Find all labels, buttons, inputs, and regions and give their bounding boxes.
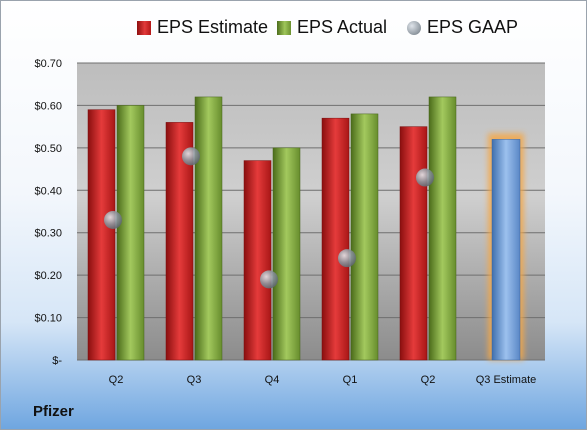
y-tick-label: $0.60 — [34, 100, 62, 112]
bar-eps-actual — [350, 113, 379, 361]
legend-label-eps-actual: EPS Actual — [297, 17, 388, 37]
bar-eps-estimate — [243, 160, 272, 361]
x-tick-label: Q2 — [421, 374, 436, 386]
y-tick-label: $0.50 — [34, 143, 62, 155]
x-tick-label: Q3 — [187, 374, 202, 386]
legend-label-eps-estimate: EPS Estimate — [157, 17, 269, 37]
company-name: Pfizer — [33, 403, 74, 420]
bar-eps-actual — [272, 147, 301, 361]
bar-q3-estimate — [491, 139, 521, 361]
bar-eps-estimate — [399, 126, 428, 361]
point-eps-gaap — [104, 210, 122, 229]
bar-eps-estimate — [321, 117, 350, 361]
bar-eps-actual — [428, 96, 457, 361]
point-eps-gaap — [260, 270, 278, 289]
y-tick-label: $0.30 — [34, 228, 62, 240]
legend-label-eps-gaap: EPS GAAP — [427, 17, 519, 37]
y-tick-label: $- — [52, 355, 62, 367]
legend-swatch-eps-estimate — [137, 20, 151, 35]
legend-swatch-eps-actual — [277, 20, 291, 35]
y-tick-label: $0.70 — [34, 58, 62, 70]
legend-item-eps-estimate: EPS Estimate — [137, 17, 268, 38]
legend-item-eps-gaap: EPS GAAP — [407, 17, 518, 38]
x-tick-label: Q1 — [343, 374, 358, 386]
bar-eps-actual — [194, 96, 223, 361]
y-tick-label: $0.20 — [34, 270, 62, 282]
point-eps-gaap — [182, 147, 200, 166]
x-tick-label: Q3 Estimate — [476, 374, 537, 386]
y-tick-label: $0.10 — [34, 313, 62, 325]
legend: EPS Estimate EPS Actual EPS GAAP — [1, 17, 586, 43]
y-tick-label: $0.40 — [34, 185, 62, 197]
bar-eps-actual — [116, 105, 145, 361]
bar-eps-estimate — [87, 109, 116, 361]
legend-swatch-eps-gaap — [407, 20, 421, 35]
x-tick-label: Q2 — [109, 374, 124, 386]
point-eps-gaap — [416, 168, 434, 187]
x-tick-label: Q4 — [265, 374, 280, 386]
legend-item-eps-actual: EPS Actual — [277, 17, 387, 38]
plot-area — [77, 63, 545, 360]
point-eps-gaap — [338, 249, 356, 268]
